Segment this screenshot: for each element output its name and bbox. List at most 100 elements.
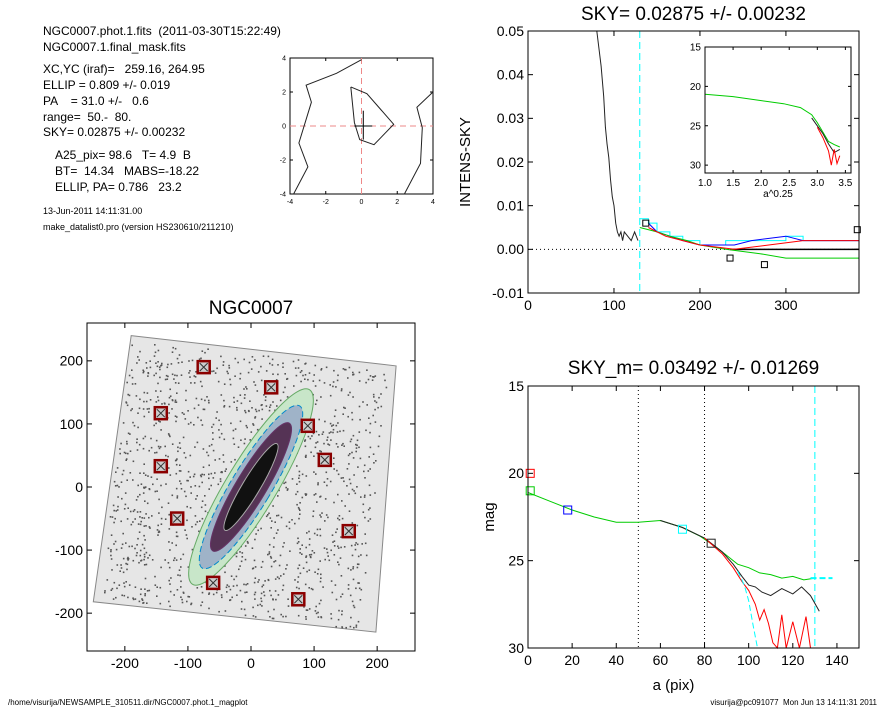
- noise-pixel: [273, 537, 275, 539]
- noise-pixel: [305, 616, 307, 618]
- noise-pixel: [201, 481, 203, 484]
- noise-pixel: [219, 480, 222, 483]
- noise-pixel: [347, 567, 350, 570]
- mag-series-cyan: [737, 570, 758, 649]
- noise-pixel: [337, 545, 339, 548]
- noise-pixel: [212, 438, 214, 440]
- noise-pixel: [364, 542, 367, 545]
- noise-pixel: [336, 469, 338, 472]
- noise-pixel: [273, 608, 275, 611]
- noise-pixel: [322, 586, 324, 588]
- noise-pixel: [358, 582, 360, 584]
- noise-pixel: [206, 451, 208, 454]
- noise-pixel: [260, 600, 263, 603]
- noise-pixel: [195, 371, 197, 373]
- noise-pixel: [350, 569, 352, 571]
- noise-pixel: [212, 370, 215, 372]
- noise-pixel: [356, 444, 358, 447]
- noise-pixel: [125, 401, 127, 403]
- noise-pixel: [139, 398, 141, 401]
- image-x-tick-label: -100: [174, 655, 202, 671]
- noise-pixel: [126, 440, 128, 443]
- noise-pixel: [181, 361, 183, 363]
- noise-pixel: [170, 363, 173, 365]
- noise-pixel: [168, 579, 170, 582]
- noise-pixel: [135, 554, 138, 557]
- noise-pixel: [132, 559, 135, 562]
- noise-pixel: [157, 399, 160, 402]
- mag-xlabel: a (pix): [653, 677, 695, 694]
- noise-pixel: [332, 385, 334, 388]
- noise-pixel: [196, 495, 198, 497]
- noise-pixel: [140, 520, 142, 523]
- noise-pixel: [179, 470, 182, 472]
- noise-pixel: [114, 517, 116, 520]
- noise-pixel: [384, 379, 386, 382]
- noise-pixel: [210, 484, 212, 487]
- noise-pixel: [175, 459, 178, 461]
- noise-pixel: [200, 506, 203, 509]
- noise-pixel: [324, 420, 326, 423]
- noise-pixel: [237, 361, 239, 364]
- noise-pixel: [247, 409, 250, 412]
- noise-pixel: [157, 396, 159, 398]
- sky-x-tick-label: 100: [602, 297, 626, 313]
- noise-pixel: [335, 598, 338, 601]
- noise-pixel: [325, 366, 328, 369]
- noise-pixel: [117, 496, 119, 498]
- noise-pixel: [119, 448, 121, 450]
- noise-pixel: [252, 424, 255, 426]
- noise-pixel: [276, 405, 278, 407]
- noise-pixel: [341, 500, 343, 502]
- noise-pixel: [336, 379, 339, 382]
- noise-pixel: [268, 512, 270, 515]
- noise-pixel: [190, 486, 192, 488]
- noise-pixel: [278, 564, 281, 567]
- noise-pixel: [253, 581, 256, 584]
- noise-pixel: [364, 477, 366, 479]
- noise-pixel: [310, 451, 312, 454]
- noise-pixel: [280, 613, 282, 616]
- noise-pixel: [261, 408, 264, 411]
- noise-pixel: [291, 519, 293, 521]
- noise-pixel: [157, 445, 160, 448]
- noise-pixel: [143, 370, 145, 373]
- noise-pixel: [139, 472, 141, 474]
- noise-pixel: [122, 571, 125, 574]
- noise-pixel: [110, 549, 112, 551]
- noise-pixel: [327, 555, 329, 557]
- noise-pixel: [239, 377, 241, 380]
- noise-pixel: [127, 393, 129, 396]
- noise-pixel: [166, 378, 169, 380]
- noise-pixel: [139, 516, 141, 518]
- noise-pixel: [131, 376, 134, 379]
- noise-pixel: [120, 547, 123, 549]
- noise-pixel: [297, 614, 300, 617]
- noise-pixel: [340, 575, 343, 577]
- noise-pixel: [351, 600, 354, 603]
- noise-pixel: [284, 386, 286, 389]
- noise-pixel: [174, 401, 177, 403]
- noise-pixel: [236, 552, 238, 554]
- noise-pixel: [164, 378, 167, 381]
- image-y-tick-label: -100: [55, 542, 83, 558]
- noise-pixel: [118, 486, 120, 488]
- noise-pixel: [330, 439, 332, 441]
- noise-pixel: [356, 524, 359, 527]
- noise-pixel: [335, 443, 338, 445]
- noise-pixel: [211, 426, 213, 428]
- noise-pixel: [123, 582, 125, 584]
- noise-pixel: [148, 589, 151, 592]
- noise-pixel: [244, 394, 246, 396]
- noise-pixel: [319, 450, 321, 452]
- noise-pixel: [244, 558, 247, 561]
- noise-pixel: [144, 594, 146, 597]
- noise-pixel: [254, 538, 256, 541]
- noise-pixel: [363, 470, 365, 473]
- noise-pixel: [143, 463, 145, 465]
- noise-pixel: [331, 591, 334, 594]
- noise-pixel: [171, 408, 173, 410]
- noise-pixel: [363, 464, 366, 467]
- noise-pixel: [278, 489, 280, 492]
- noise-pixel: [135, 395, 138, 397]
